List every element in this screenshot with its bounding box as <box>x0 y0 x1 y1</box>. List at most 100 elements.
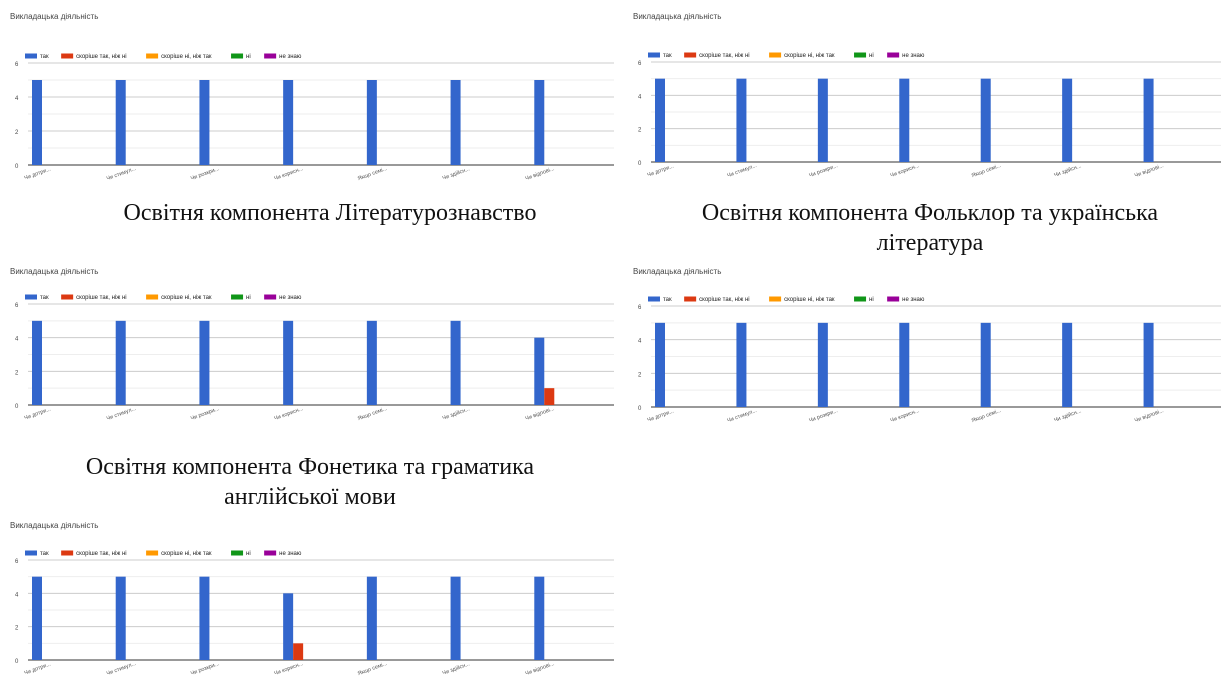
y-tick-label: 0 <box>638 406 642 412</box>
y-tick-label: 2 <box>15 130 19 136</box>
legend-label: не знаю <box>902 53 925 59</box>
x-tick-label: Чи розкри... <box>190 406 221 422</box>
legend-swatch <box>146 53 159 59</box>
legend-swatch <box>61 550 74 556</box>
legend-swatch <box>887 52 900 58</box>
legend-label: скоріше ні, ніж так <box>161 54 212 60</box>
chart-title: Викладацька діяльність <box>633 12 722 21</box>
x-tick-label: Чи здійсн... <box>441 165 471 182</box>
legend-swatch <box>25 550 37 556</box>
y-tick-label: 2 <box>638 128 642 134</box>
x-tick-label: Чи відпові... <box>525 406 556 422</box>
y-tick-label: 0 <box>638 161 642 167</box>
x-tick-label: Чи дотри... <box>647 408 675 423</box>
bar-chart: 0 2 4 6 так скоріше так, ніж ні скоріше ні, ні… <box>15 53 614 182</box>
legend-label: скоріше так, ніж ні <box>76 54 126 60</box>
legend-swatch <box>854 52 867 58</box>
y-tick-label: 4 <box>15 337 19 343</box>
caption-literaturoznavstvo: Освітня компонента Літературознавство <box>123 200 537 226</box>
bar-так <box>32 576 42 660</box>
x-tick-label: Чи відпові... <box>525 166 556 182</box>
legend-label: не знаю <box>902 297 925 303</box>
bar-так <box>283 80 294 165</box>
x-tick-label: Чи здійсн... <box>441 405 471 422</box>
x-tick-label: Чи корисн... <box>274 166 305 182</box>
x-tick-label: Чи корисн... <box>274 406 305 422</box>
legend-swatch <box>648 296 660 302</box>
x-tick-label: Чи корисн... <box>890 163 921 179</box>
x-tick-label: Якщо семі... <box>357 406 388 422</box>
bar-так <box>283 320 294 405</box>
chart-panel-2: Викладацька діяльність 0 2 4 6 так скоріше та… <box>633 12 1222 182</box>
legend-swatch <box>25 53 37 59</box>
bar-так <box>736 78 747 162</box>
bar-так <box>115 80 126 165</box>
bar-так <box>1062 78 1073 162</box>
legend-swatch <box>684 296 697 302</box>
bar-так <box>366 320 377 405</box>
legend-label: ні <box>869 53 874 59</box>
y-tick-label: 4 <box>638 339 642 345</box>
x-tick-label: Чи розкри... <box>808 163 839 179</box>
legend-swatch <box>231 53 244 59</box>
legend-swatch <box>264 294 277 300</box>
x-tick-label: Чи дотри... <box>24 166 52 181</box>
legend-swatch <box>769 52 782 58</box>
legend-label: скоріше ні, ніж так <box>161 295 212 301</box>
bar-так <box>655 322 665 407</box>
bar-так <box>817 322 828 407</box>
x-tick-label: Чи здійсн... <box>1053 407 1083 424</box>
y-tick-label: 2 <box>15 626 19 632</box>
x-tick-label: Чи відпові... <box>525 661 556 677</box>
bar-так <box>115 576 126 660</box>
y-tick-label: 6 <box>638 61 642 67</box>
x-tick-label: Чи стимул... <box>727 163 759 179</box>
bar-так <box>980 78 991 162</box>
chart-title: Викладацька діяльність <box>10 521 99 530</box>
x-tick-label: Чи здійсн... <box>441 660 471 677</box>
legend-label: скоріше так, ніж ні <box>699 53 749 59</box>
x-tick-label: Чи стимул... <box>106 166 138 182</box>
legend-label: ні <box>869 297 874 303</box>
legend-swatch <box>61 53 74 59</box>
bar-chart: 0 2 4 6 так скоріше так, ніж ні скоріше ні, ні… <box>638 296 1221 424</box>
x-tick-label: Чи стимул... <box>106 406 138 422</box>
x-tick-label: Якщо семі... <box>357 166 388 182</box>
x-tick-label: Чи дотри... <box>24 661 52 676</box>
legend-swatch <box>887 296 900 302</box>
chart-panel-4: Викладацька діяльність 0 2 4 6 так скоріше та… <box>633 267 1222 437</box>
legend-swatch <box>854 296 867 302</box>
y-tick-label: 2 <box>15 370 19 376</box>
caption-fonetyka: Освітня компонента Фонетика та граматика… <box>85 454 535 510</box>
bar-так <box>366 576 377 660</box>
x-tick-label: Чи розкри... <box>808 408 839 424</box>
bar-так <box>736 322 747 407</box>
bar-так <box>534 80 545 165</box>
y-tick-label: 0 <box>15 404 19 410</box>
chart-panel-1: Викладацька діяльність 0 2 4 6 так скоріше та… <box>10 12 615 182</box>
bar-chart: 0 2 4 6 так скоріше так, ніж ні скоріше ні, ні… <box>638 52 1221 179</box>
bar-так <box>32 80 42 165</box>
legend-label: ні <box>246 295 251 301</box>
legend-label: так <box>40 295 49 301</box>
bar-так <box>534 576 545 660</box>
x-tick-label: Чи стимул... <box>106 661 138 677</box>
x-tick-label: Чи стимул... <box>727 408 759 424</box>
legend-label: так <box>663 53 672 59</box>
y-tick-label: 4 <box>638 94 642 100</box>
legend-label: так <box>40 54 49 60</box>
legend-label: скоріше так, ніж ні <box>699 297 749 303</box>
legend-label: ні <box>246 54 251 60</box>
legend-label: так <box>663 297 672 303</box>
legend-label: скоріше ні, ніж так <box>784 297 835 303</box>
y-tick-label: 0 <box>15 164 19 170</box>
legend-label: не знаю <box>279 295 302 301</box>
x-tick-label: Чи відпові... <box>1134 163 1165 179</box>
bar-chart: 0 2 4 6 так скоріше так, ніж ні скоріше ні, ні… <box>15 294 614 422</box>
chart-panel-5: Викладацька діяльність 0 2 4 6 так скоріше та… <box>10 521 615 682</box>
bar-так <box>450 576 461 660</box>
bar-так <box>1062 322 1073 407</box>
bar-так <box>655 78 665 162</box>
bar-так <box>32 320 42 405</box>
legend-swatch <box>61 294 74 300</box>
